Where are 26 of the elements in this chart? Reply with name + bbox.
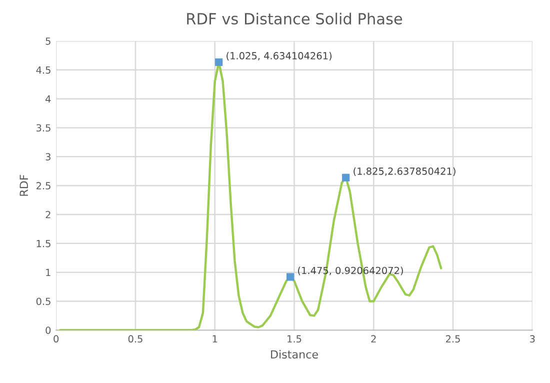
x-tick-label: 0.5 [128,335,142,343]
y-tick-label: 4.5 [36,66,50,74]
point [215,58,223,66]
x-tick-label: 1.5 [288,335,302,343]
x-axis-title: Distance [271,350,318,359]
y-tick-label: 2 [46,210,50,218]
y-tick-label: 5 [46,38,50,45]
annotation: (1.025, 4.634104261) [226,52,332,61]
y-tick-label: 3.5 [36,124,50,132]
y-tick-label: 1.5 [36,240,50,248]
y-tick-label: 0.5 [36,298,50,306]
x-tick-label: 2 [371,335,376,342]
chart-title: RDF vs Distance Solid Phase [187,12,402,25]
y-tick-label: 3 [46,153,50,160]
y-tick-label: 4 [46,95,51,103]
point [342,174,350,182]
y-tick-label: 2.5 [36,182,50,190]
x-tick-label: 0 [54,335,59,343]
x-tick-label: 3 [530,335,535,343]
annotation: (1.825,2.637850421) [354,167,456,176]
x-tick-label: 2.5 [446,335,460,343]
y-tick-label: 1 [46,268,50,276]
x-tick-label: 1 [212,335,218,342]
y-axis-title: RDF [20,174,28,196]
y-tick-label: 0 [46,326,51,334]
point [286,273,294,281]
